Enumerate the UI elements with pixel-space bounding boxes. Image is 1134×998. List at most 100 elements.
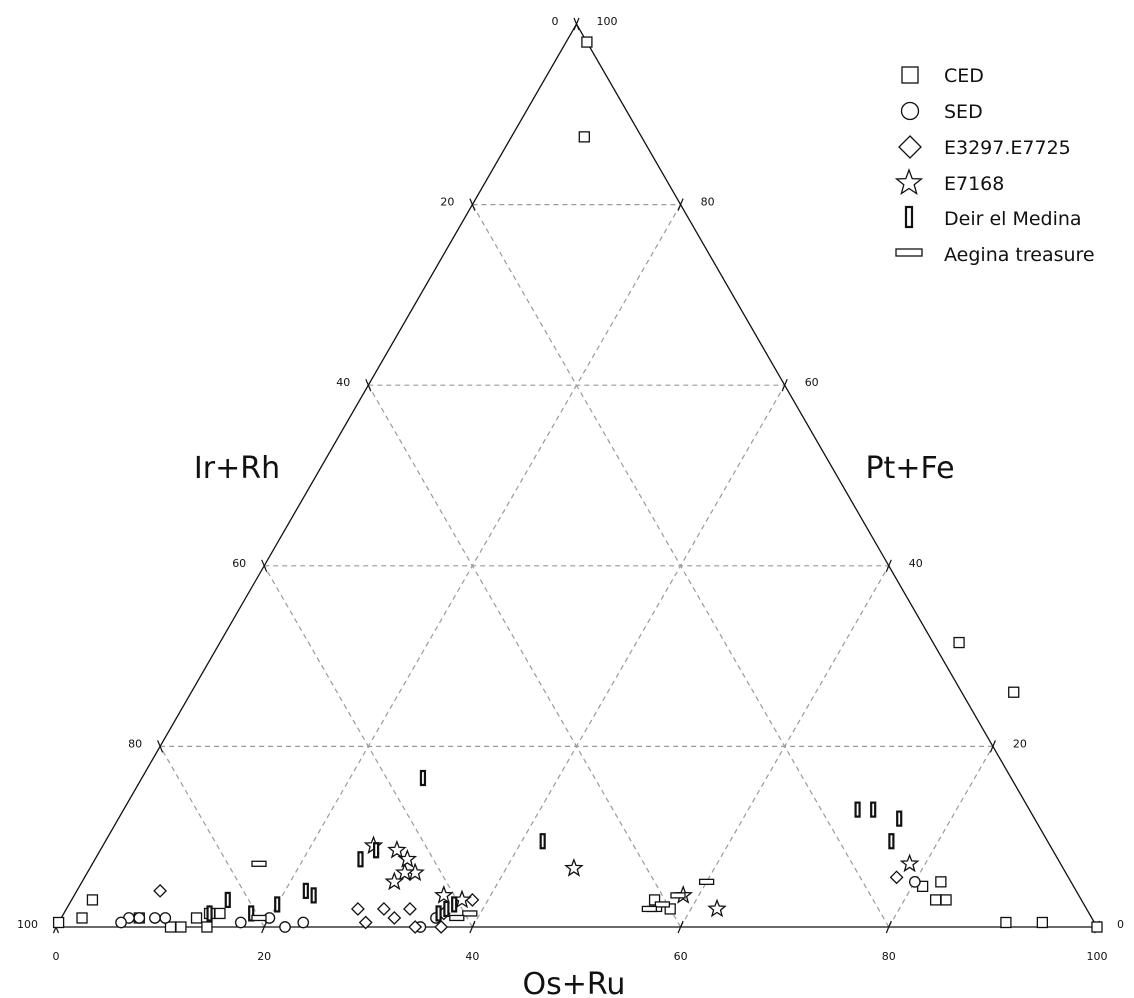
right-tick-label: 0: [1117, 918, 1124, 931]
data-point-ced: [581, 36, 593, 48]
data-point-deir-el-medina: [888, 833, 895, 850]
legend-label-ced: CED: [944, 65, 984, 87]
right-axis-title: Pt+Fe: [865, 451, 954, 486]
data-point-ced: [175, 921, 187, 933]
data-point-e3297-e7725: [376, 902, 391, 916]
right-tick-mark: [677, 198, 684, 211]
data-point-deir-el-medina: [274, 896, 281, 913]
data-point-e7168: [433, 885, 454, 904]
data-point-ced: [52, 916, 65, 929]
data-point-ced: [86, 894, 99, 906]
right-tick-mark: [781, 378, 788, 392]
data-point-deir-el-medina: [419, 769, 427, 787]
legend-item-e7168: E7168: [894, 168, 1004, 195]
legend-item-e3297: E3297.E7725: [898, 135, 1071, 159]
data-point-e3297-e7725: [350, 902, 365, 916]
data-point-ced: [953, 636, 965, 649]
legend-label-e7168: E7168: [944, 173, 1004, 195]
legend-square-marker: [901, 66, 919, 84]
data-point-ced: [648, 894, 661, 906]
data-point-deir-el-medina: [248, 905, 255, 922]
axis-ticks: 0 0 100 20 20 80 40 40 60 60 60 40 80 80 20 100 100 0: [17, 15, 1124, 963]
data-point-aegina-treasure: [251, 914, 267, 922]
left-tick-label: 80: [128, 737, 142, 750]
data-point-e7168: [707, 898, 727, 918]
data-point-ced: [201, 921, 213, 933]
right-tick-label: 20: [1013, 737, 1027, 750]
data-point-sed: [159, 912, 172, 924]
data-point-deir-el-medina: [310, 887, 317, 904]
data-point-ced: [214, 907, 226, 920]
legend-label-sed: SED: [944, 101, 983, 123]
data-point-e7168: [394, 862, 415, 882]
bottom-tick-label: 20: [257, 950, 271, 963]
data-point-e3297-e7725: [153, 883, 168, 898]
data-point-ced: [664, 903, 676, 915]
data-point-deir-el-medina: [896, 810, 903, 827]
grid-line-ir-rh: [367, 384, 682, 928]
data-point-aegina-treasure: [251, 860, 267, 867]
data-point-deir-el-medina: [539, 833, 546, 850]
left-tick-label: 0: [552, 15, 559, 28]
bottom-tick-label: 100: [1087, 950, 1108, 963]
left-axis-title: Ir+Rh: [194, 451, 280, 486]
bottom-tick-label: 0: [53, 950, 60, 963]
legend-horizontal-bar-marker: [895, 248, 923, 257]
right-tick-label: 40: [909, 557, 923, 570]
data-point-aegina-treasure: [449, 914, 465, 922]
triangle-outline: [54, 22, 1099, 928]
grid-line-os-ru: [888, 746, 994, 928]
right-tick-label: 80: [701, 196, 715, 209]
right-tick-mark: [885, 559, 892, 573]
data-point-sed: [133, 912, 146, 924]
data-point-sed: [115, 916, 127, 929]
data-point-sed: [297, 916, 310, 929]
bottom-tick-mark: [261, 920, 268, 934]
data-point-sed: [279, 921, 291, 933]
data-point-ced: [1036, 916, 1048, 929]
legend-item-deir: Deir el Medina: [904, 205, 1082, 230]
grid-line-os-ru: [471, 384, 786, 928]
data-point-e7168: [387, 839, 407, 859]
data-point-ced: [76, 912, 88, 924]
grid-line-ir-rh: [159, 746, 265, 928]
data-point-deir-el-medina: [302, 882, 309, 899]
data-point-e3297-e7725: [408, 920, 423, 934]
data-point-e3297-e7725: [358, 915, 373, 930]
legend-label-aegina: Aegina treasure: [944, 244, 1095, 266]
data-point-aegina-treasure: [462, 910, 478, 917]
data-point-ced: [1000, 916, 1012, 929]
bottom-tick-label: 60: [674, 950, 688, 963]
grid-lines: [159, 204, 994, 928]
data-point-aegina-treasure: [654, 901, 671, 908]
right-tick-label: 100: [597, 15, 618, 28]
data-point-ced: [578, 131, 590, 143]
legend-label-deir: Deir el Medina: [944, 208, 1082, 230]
data-point-deir-el-medina: [224, 891, 231, 909]
legend-label-e3297: E3297.E7725: [944, 137, 1071, 159]
left-tick-label: 100: [17, 918, 38, 931]
data-point-e7168: [384, 871, 405, 891]
data-point-ced: [1008, 686, 1020, 698]
data-point-e3297-e7725: [434, 920, 449, 934]
right-tick-mark: [573, 17, 580, 31]
data-point-e7168: [397, 848, 418, 868]
data-point-ced: [935, 876, 947, 888]
left-tick-mark: [157, 740, 164, 753]
data-point-deir-el-medina: [854, 801, 861, 818]
data-point-ced: [940, 894, 952, 906]
bottom-tick-label: 40: [465, 950, 479, 963]
legend-item-ced: CED: [901, 65, 984, 87]
left-tick-label: 20: [440, 196, 454, 209]
data-points: [52, 36, 1103, 934]
data-point-aegina-treasure: [670, 892, 686, 899]
left-tick-mark: [469, 198, 476, 211]
data-point-e3297-e7725: [465, 892, 480, 907]
data-point-ced: [1091, 921, 1103, 933]
data-point-e7168: [564, 857, 584, 877]
data-point-deir-el-medina: [870, 801, 877, 818]
bottom-tick-label: 80: [882, 950, 896, 963]
data-point-deir-el-medina: [443, 900, 450, 918]
legend-circle-marker: [900, 101, 920, 121]
